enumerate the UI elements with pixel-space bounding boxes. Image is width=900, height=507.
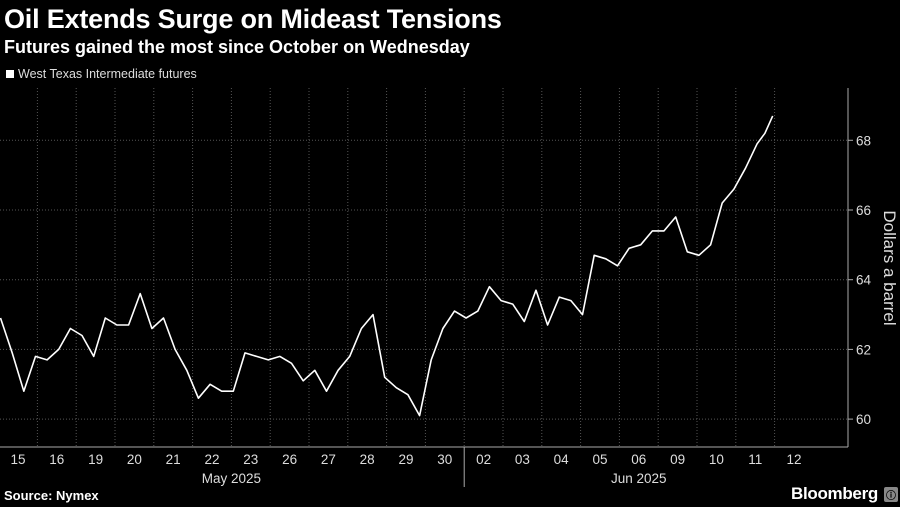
source-note: Source: Nymex [4,488,99,503]
x-tick-label: 21 [166,452,181,467]
x-tick-label: 28 [360,452,375,467]
y-tick-label: 62 [856,342,871,357]
month-label: May 2025 [202,471,261,486]
x-tick-label: 09 [670,452,685,467]
chart-subtitle: Futures gained the most since October on… [4,37,470,57]
x-tick-label: 20 [127,452,142,467]
x-tick-label: 23 [243,452,258,467]
x-tick-label: 10 [709,452,724,467]
y-axis: 60 62 64 66 68 [847,88,872,447]
x-tick-label: 19 [88,452,103,467]
y-tick-label: 64 [856,273,872,288]
month-label: Jun 2025 [611,471,667,486]
legend: West Texas Intermediate futures [6,67,197,81]
gridlines [0,88,848,447]
info-icon: ⓘ [884,487,898,502]
x-tick-label: 27 [321,452,336,467]
y-tick-label: 60 [856,412,871,427]
bloomberg-logo: Bloomberg [790,484,878,503]
y-axis-label: Dollars a barrel [880,210,899,325]
x-tick-label: 22 [204,452,219,467]
wti-price-line [0,115,774,417]
x-tick-label: 04 [554,452,570,467]
y-tick-label: 68 [856,133,871,148]
x-axis: 15 16 19 20 21 22 23 26 27 28 29 30 02 03 04 05 06 09 10 11… [0,446,848,487]
x-tick-label: 29 [398,452,413,467]
x-tick-label: 05 [592,452,607,467]
x-tick-label: 15 [10,452,25,467]
x-tick-label: 03 [515,452,530,467]
chart-title: Oil Extends Surge on Mideast Tensions [4,4,502,34]
x-tick-label: 06 [631,452,646,467]
x-tick-label: 30 [437,452,452,467]
x-tick-label: 02 [476,452,491,467]
legend-swatch [6,70,14,78]
x-tick-label: 12 [786,452,801,467]
x-tick-label: 11 [748,452,762,467]
legend-label: West Texas Intermediate futures [18,67,197,81]
x-tick-label: 16 [49,452,64,467]
x-tick-label: 26 [282,452,297,467]
y-tick-label: 66 [856,203,871,218]
